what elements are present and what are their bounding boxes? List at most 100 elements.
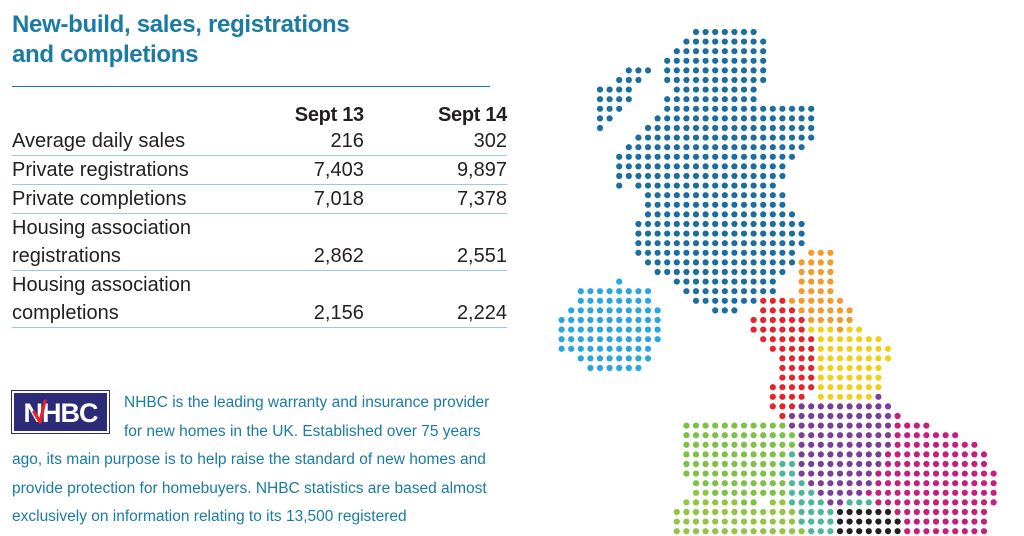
map-dot-east [952, 489, 959, 496]
map-dot-scotland [683, 38, 690, 45]
map-dot-yorkshire [856, 345, 863, 352]
map-dot-wales [750, 422, 757, 429]
map-dot-east [913, 480, 920, 487]
map-dot-wales [702, 480, 709, 487]
map-dot-north-east [827, 297, 834, 304]
map-dot-scotland [769, 211, 776, 218]
map-dot-midlands [865, 480, 872, 487]
map-dot-scotland [673, 259, 680, 266]
map-dot-south-west [760, 518, 767, 525]
map-dot-scotland [644, 172, 652, 180]
map-dot-east [971, 528, 978, 535]
map-dot-midlands [846, 451, 853, 458]
map-dot-scotland [683, 153, 690, 160]
map-dot-scotland [760, 211, 767, 218]
map-dot-east [952, 470, 959, 477]
map-dot-northern-ireland [635, 288, 642, 295]
map-dot-south-west [673, 508, 680, 516]
map-dot-scotland [692, 134, 700, 141]
map-dot-scotland [683, 115, 690, 122]
map-dot-south-west [702, 499, 709, 506]
map-dot-wales [788, 432, 796, 439]
map-dot-north-west [750, 326, 757, 333]
map-dot-midlands [865, 403, 872, 410]
about-line: NHBC is the leading warranty and insuran… [124, 394, 490, 411]
row-value-sept13: 2,156 [219, 270, 364, 328]
map-dot-wales [731, 451, 738, 458]
map-dot-midlands [836, 460, 844, 468]
map-dot-scotland [712, 144, 719, 151]
map-dot-north-east [798, 278, 805, 285]
map-dot-scotland [808, 134, 815, 141]
map-dot-yorkshire [875, 345, 882, 352]
map-dot-north-west [788, 364, 796, 372]
map-dot-scotland [692, 211, 700, 218]
map-dot-yorkshire [817, 355, 824, 362]
map-dot-scotland [731, 153, 738, 160]
map-dot-scotland [616, 172, 623, 180]
map-dot-midlands [856, 441, 863, 448]
map-dot-south-west [683, 499, 690, 506]
map-dot-midlands [865, 460, 872, 468]
map-dot-northern-ireland [654, 307, 661, 314]
about-line: exclusively on information relating to i… [12, 508, 407, 525]
map-dot-scotland [702, 163, 709, 170]
map-dot-midlands [827, 499, 834, 506]
map-dot-scotland [740, 259, 748, 266]
map-dot-scotland [731, 163, 738, 170]
map-dot-northern-ireland [616, 355, 623, 362]
map-dot-midlands [836, 499, 844, 506]
map-dot-northern-ireland [654, 316, 661, 324]
map-dot-yorkshire [856, 384, 863, 391]
map-dot-scotland [702, 259, 709, 266]
map-dot-scotland [760, 134, 767, 141]
map-dot-east [952, 518, 959, 525]
map-dot-northern-ireland [568, 316, 575, 324]
map-dot-east [884, 499, 892, 506]
map-dot-scotland [692, 86, 700, 93]
map-dot-scotland [750, 201, 757, 208]
map-dot-yorkshire [836, 364, 844, 372]
row-value-sept14: 2,551 [363, 213, 507, 271]
map-dot-scotland [798, 105, 805, 112]
map-dot-north-west [769, 345, 776, 352]
map-dot-scotland [721, 57, 728, 64]
map-dot-south-west [683, 518, 690, 525]
map-dot-midlands [827, 470, 834, 477]
map-dot-east [894, 499, 901, 506]
map-dot-scotland [731, 268, 738, 276]
map-dot-scotland [712, 211, 719, 218]
map-dot-midlands [836, 451, 844, 458]
map-dot-north-west [769, 384, 776, 391]
map-dot-east [894, 451, 901, 458]
map-dot-midlands [846, 460, 853, 468]
map-dot-scotland [779, 230, 786, 237]
map-dot-northern-ireland [635, 307, 642, 314]
map-dot-scotland [740, 297, 748, 304]
map-dot-east [904, 518, 911, 525]
map-dot-wales [702, 422, 709, 429]
map-dot-scotland [769, 249, 776, 256]
map-dot-scotland [731, 144, 738, 151]
map-dot-east [913, 508, 920, 516]
map-dot-east [952, 460, 959, 468]
map-dot-northern-ireland [606, 297, 613, 304]
map-dot-south [798, 480, 805, 487]
map-dot-midlands [808, 441, 815, 448]
map-dot-scotland [712, 220, 719, 228]
map-dot-wales [702, 451, 709, 458]
map-dot-north-east [798, 288, 805, 295]
map-dot-northern-ireland [625, 355, 632, 362]
map-dot-northern-ireland [596, 345, 604, 352]
map-dot-midlands [856, 422, 863, 429]
map-dot-scotland [683, 182, 690, 189]
map-dot-scotland [731, 297, 738, 304]
map-dot-midlands [808, 451, 815, 458]
map-dot-wales [721, 451, 728, 458]
map-dot-london [856, 508, 863, 516]
map-dot-midlands [846, 480, 853, 487]
map-dot-northern-ireland [596, 297, 604, 304]
map-dot-wales [712, 441, 719, 448]
map-dot-scotland [654, 240, 661, 247]
map-dot-wales [692, 480, 700, 487]
